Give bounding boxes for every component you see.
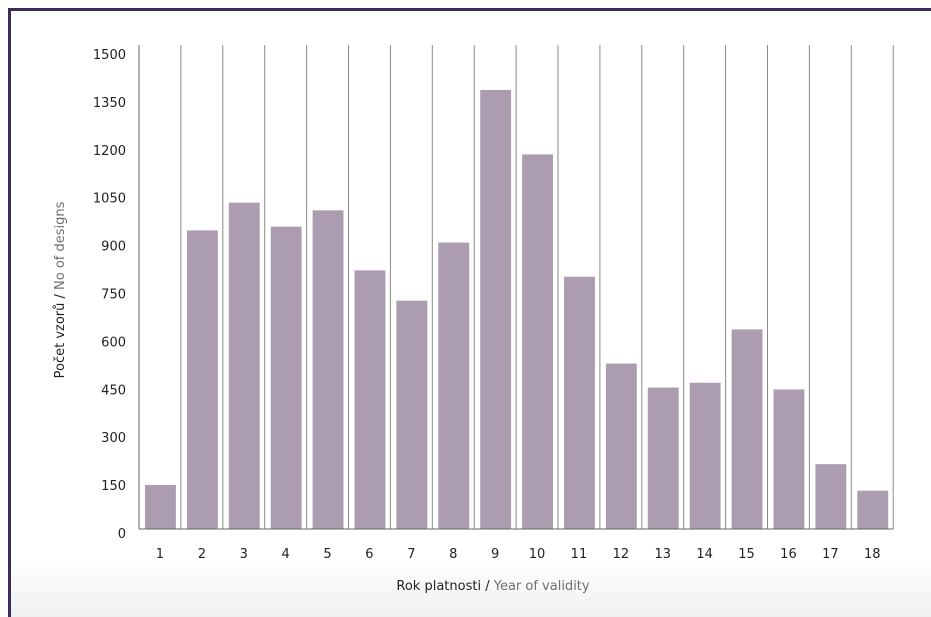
x-tick-label: 2 bbox=[198, 547, 206, 562]
x-tick-label: 16 bbox=[780, 547, 797, 562]
bars bbox=[145, 89, 889, 530]
x-tick-label: 14 bbox=[696, 547, 713, 562]
y-tick-label: 300 bbox=[101, 431, 126, 446]
y-axis-title-primary: Počet vzorů bbox=[53, 303, 68, 379]
x-tick-label: 5 bbox=[323, 547, 331, 562]
x-tick-label: 15 bbox=[738, 547, 755, 562]
frame-top-border bbox=[8, 8, 931, 11]
bar-11 bbox=[564, 276, 595, 529]
x-tick-label: 7 bbox=[407, 547, 415, 562]
bar-12 bbox=[605, 363, 637, 529]
y-tick-labels: 0 150 300 450 600 750 900 1050 1200 1350 1500 bbox=[93, 48, 126, 542]
y-tick-label: 1200 bbox=[93, 144, 126, 159]
bar-14 bbox=[689, 382, 721, 529]
y-tick-label: 0 bbox=[118, 527, 126, 542]
x-axis-title-sep: / bbox=[481, 579, 494, 594]
bar-13 bbox=[647, 387, 679, 529]
y-tick-label: 1500 bbox=[93, 48, 126, 63]
x-tick-label: 6 bbox=[365, 547, 373, 562]
y-axis-title-secondary: No of designs bbox=[53, 201, 68, 290]
bar-10 bbox=[522, 154, 553, 529]
x-tick-label: 13 bbox=[654, 547, 671, 562]
y-tick-label: 450 bbox=[101, 383, 126, 398]
x-tick-label: 4 bbox=[282, 547, 290, 562]
bar-1 bbox=[145, 484, 176, 529]
bar-16 bbox=[773, 389, 805, 529]
y-tick-label: 900 bbox=[101, 240, 126, 255]
bar-9 bbox=[480, 89, 512, 530]
x-axis-title-secondary: Year of validity bbox=[493, 579, 590, 594]
x-axis-title: Rok platnosti / Year of validity bbox=[396, 579, 589, 594]
y-axis-title: Počet vzorů / No of designs bbox=[53, 201, 68, 378]
bar-6 bbox=[354, 270, 386, 529]
frame-left-border bbox=[8, 8, 11, 617]
bottom-band bbox=[11, 560, 931, 617]
axes bbox=[138, 45, 894, 530]
bar-2 bbox=[186, 230, 218, 529]
x-tick-label: 3 bbox=[240, 547, 248, 562]
x-tick-label: 10 bbox=[529, 547, 546, 562]
x-tick-label: 8 bbox=[449, 547, 457, 562]
bar-8 bbox=[438, 242, 470, 530]
y-tick-label: 600 bbox=[101, 335, 126, 350]
x-tick-label: 9 bbox=[491, 547, 499, 562]
y-tick-label: 1050 bbox=[93, 192, 126, 207]
bar-15 bbox=[731, 329, 763, 529]
x-tick-labels: 1 2 3 4 5 6 7 8 9 10 11 12 13 14 15 16 17 18 bbox=[156, 547, 881, 562]
y-tick-label: 1350 bbox=[93, 96, 126, 111]
x-axis-title-primary: Rok platnosti bbox=[396, 579, 481, 594]
bar-7 bbox=[396, 300, 428, 529]
x-tick-label: 1 bbox=[156, 547, 164, 562]
bar-3 bbox=[228, 202, 260, 529]
bar-5 bbox=[312, 210, 344, 529]
bar-18 bbox=[857, 490, 889, 529]
bar-4 bbox=[270, 226, 302, 529]
y-tick-label: 750 bbox=[101, 288, 126, 303]
bar-17 bbox=[815, 464, 847, 529]
y-tick-label: 150 bbox=[101, 479, 126, 494]
x-tick-label: 12 bbox=[613, 547, 630, 562]
y-axis-title-sep: / bbox=[53, 290, 68, 303]
x-tick-label: 11 bbox=[571, 547, 588, 562]
x-tick-label: 17 bbox=[822, 547, 839, 562]
x-tick-label: 18 bbox=[864, 547, 881, 562]
grid-lines bbox=[180, 45, 894, 529]
